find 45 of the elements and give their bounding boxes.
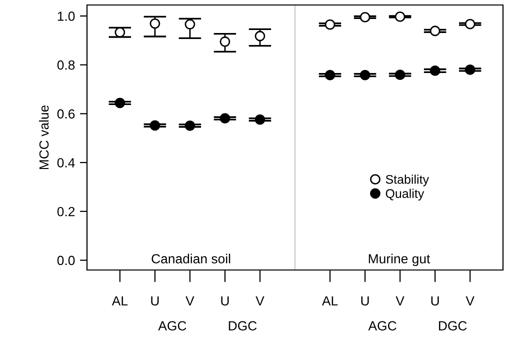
text: DGC [228, 321, 257, 330]
point [220, 113, 230, 124]
point [394, 12, 406, 22]
point [254, 114, 266, 125]
y-axis-title: MCC value [39, 105, 49, 170]
y-tick-label: 0.4 [57, 158, 75, 168]
point [360, 12, 370, 22]
x-tick-label: U [221, 296, 229, 306]
text: AGC [368, 321, 396, 330]
x-tick-label: U [431, 296, 439, 306]
x-tick-label: V [186, 296, 194, 306]
point [220, 36, 230, 47]
point [184, 19, 196, 30]
point [430, 26, 440, 36]
point [394, 70, 406, 80]
point [184, 120, 196, 131]
point [430, 65, 440, 76]
y-tick-label: 0.8 [57, 60, 75, 70]
point [360, 70, 370, 80]
legend-label: Stability [386, 174, 429, 186]
x-tick-label: U [151, 296, 159, 306]
x-tick-label: AL [112, 296, 128, 306]
annotation: Murine gut [368, 254, 430, 266]
point [114, 98, 126, 108]
legend-label: Quality [386, 188, 424, 200]
point [324, 19, 336, 30]
annotation: Canadian soil [152, 254, 230, 264]
y-tick-label: 0.2 [57, 206, 75, 216]
text: DGC [439, 321, 467, 330]
x-tick-label: V [466, 296, 474, 306]
point [464, 18, 476, 30]
x-tick-label: V [256, 296, 264, 306]
point [464, 64, 476, 75]
y-tick-label: 0.0 [57, 256, 75, 266]
point [150, 18, 160, 29]
y-tick-label: 1.0 [58, 12, 75, 21]
x-tick-label: AL [322, 296, 338, 306]
text: AGC [158, 321, 186, 330]
point [114, 27, 126, 38]
x-tick-label: U [361, 296, 369, 306]
point [150, 120, 160, 131]
point [324, 70, 336, 80]
y-tick-label: 0.6 [57, 109, 75, 119]
point [254, 30, 266, 42]
x-tick-label: V [396, 296, 404, 306]
